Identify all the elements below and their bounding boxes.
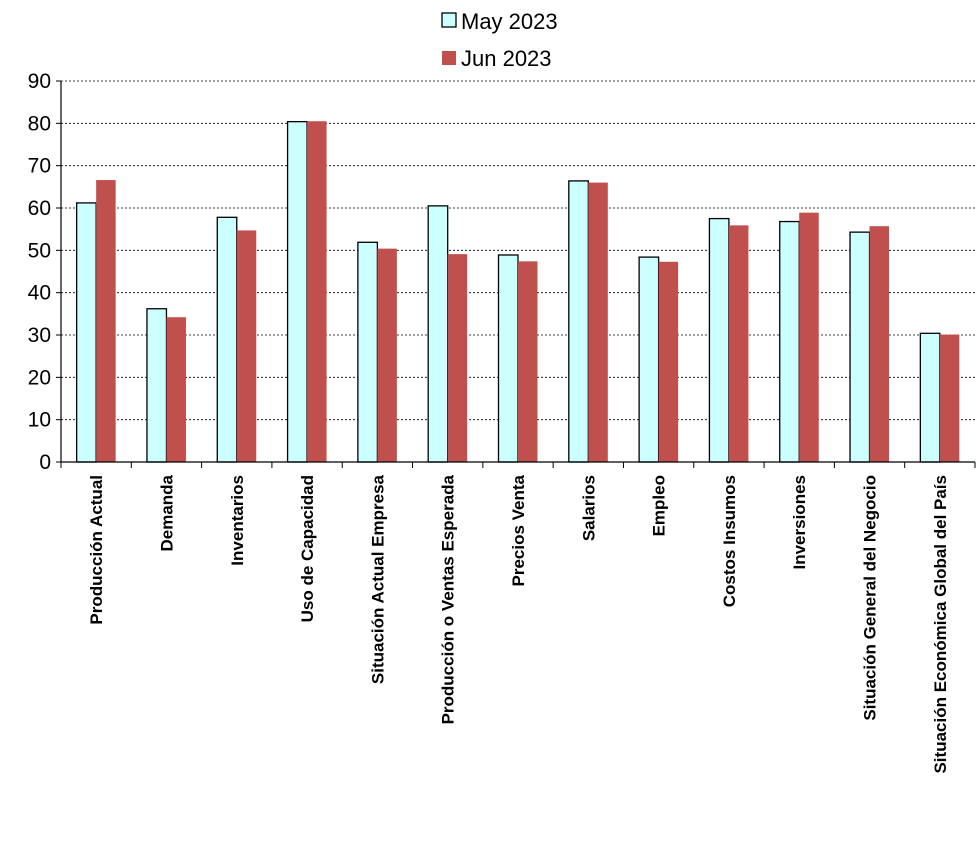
y-tick-label: 40 xyxy=(28,282,51,305)
category-label: Situación Actual Empresa xyxy=(368,474,387,684)
bar-may-2023 xyxy=(497,254,519,463)
y-tick-label: 60 xyxy=(28,197,51,220)
y-tick-label: 80 xyxy=(28,112,51,135)
y-tick-label: 70 xyxy=(28,155,51,178)
legend-swatch-jun-2023 xyxy=(442,51,456,65)
y-tick-labels: 0 10 20 30 40 50 60 70 80 90 xyxy=(28,70,51,474)
bar-may-2023 xyxy=(919,332,941,463)
category-label: Situación Económica Global del País xyxy=(931,475,950,774)
bar-may-2023 xyxy=(76,202,97,463)
category-label: Inversiones xyxy=(790,475,809,570)
bar-may-2023 xyxy=(708,217,730,463)
legend-label-jun-2023: Jun 2023 xyxy=(461,46,552,71)
bar-jun-2023 xyxy=(728,225,749,462)
axes xyxy=(56,80,976,468)
bar-jun-2023 xyxy=(518,261,538,462)
bar-may-2023 xyxy=(427,205,449,463)
y-tick-label: 10 xyxy=(28,409,51,432)
bar-may-2023 xyxy=(216,216,238,463)
bar-jun-2023 xyxy=(869,226,890,462)
bar-may-2023 xyxy=(779,220,800,463)
bar-may-2023 xyxy=(286,120,308,463)
y-tick-label: 20 xyxy=(28,366,51,389)
bar-jun-2023 xyxy=(939,334,960,462)
bar-jun-2023 xyxy=(96,180,116,462)
bar-may-2023 xyxy=(849,231,871,463)
y-tick-label: 30 xyxy=(28,324,51,347)
category-label: Producción o Ventas Esperada xyxy=(439,474,458,724)
bar-may-2023 xyxy=(146,308,168,463)
category-label: Producción Actual xyxy=(87,475,106,625)
bar-jun-2023 xyxy=(447,254,468,462)
category-label: Inventarios xyxy=(228,475,247,566)
category-label: Demanda xyxy=(157,474,176,551)
bar-jun-2023 xyxy=(588,182,608,462)
bar-jun-2023 xyxy=(377,248,397,462)
bar-may-2023 xyxy=(568,180,589,463)
gridlines xyxy=(61,80,975,421)
legend: May 2023 Jun 2023 xyxy=(441,9,558,71)
legend-swatch-may-2023 xyxy=(441,12,457,28)
category-label: Salarios xyxy=(579,475,598,541)
y-tick-label: 50 xyxy=(28,239,51,262)
y-tick-label: 90 xyxy=(28,70,51,93)
category-label: Uso de Capacidad xyxy=(298,475,317,622)
category-label: Precios Venta xyxy=(509,474,528,586)
category-label: Empleo xyxy=(650,475,669,536)
bar-jun-2023 xyxy=(166,317,186,462)
y-tick-label: 0 xyxy=(39,451,51,474)
bar-jun-2023 xyxy=(236,230,257,462)
legend-label-may-2023: May 2023 xyxy=(461,9,558,34)
bar-jun-2023 xyxy=(307,121,327,462)
bar-may-2023 xyxy=(357,241,379,463)
bars xyxy=(76,120,960,463)
category-label: Situación General del Negocio xyxy=(861,475,880,721)
bar-may-2023 xyxy=(638,256,660,463)
bar-jun-2023 xyxy=(799,212,819,462)
category-label: Costos Insumos xyxy=(720,475,739,607)
category-labels: Producción Actual Demanda Inventarios Uso d… xyxy=(87,474,950,773)
bar-jun-2023 xyxy=(658,261,679,462)
